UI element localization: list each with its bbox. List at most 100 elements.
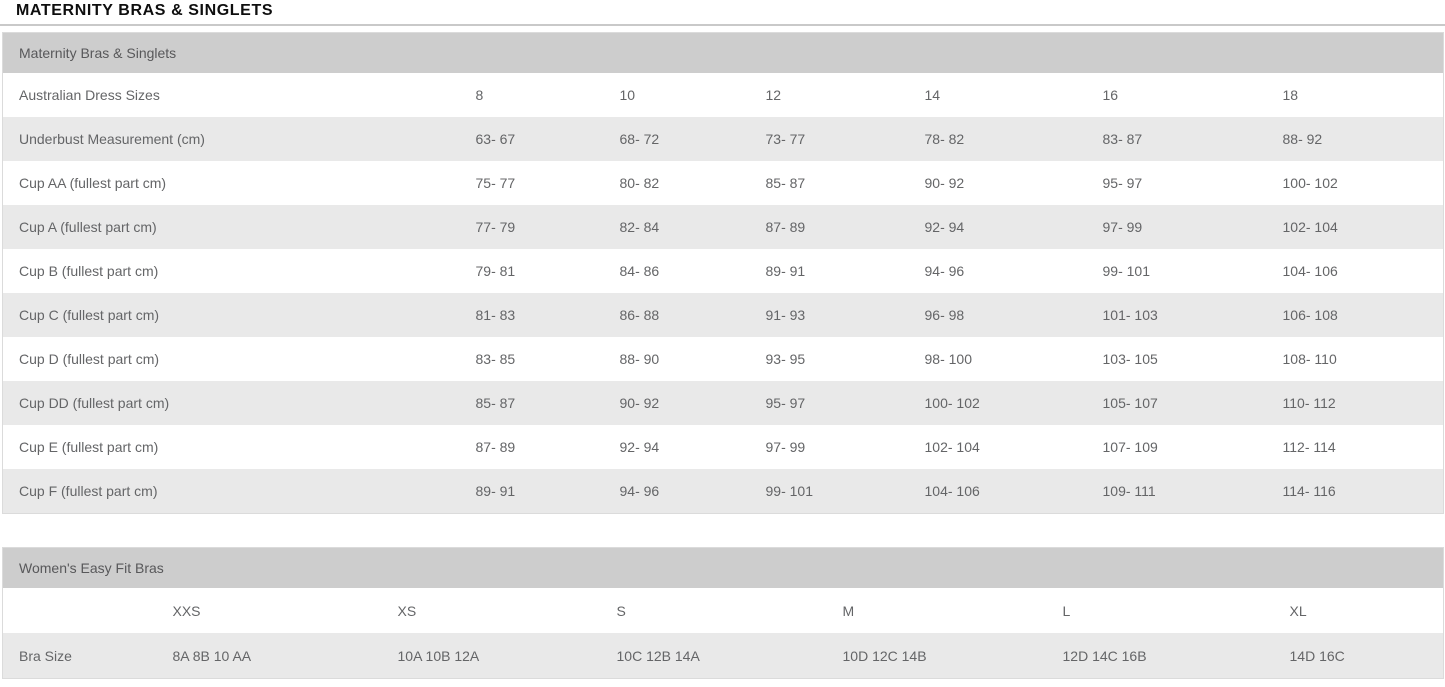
cell-value: 77- 79 xyxy=(459,205,604,249)
cell-value: XL xyxy=(1273,588,1444,633)
cell-value: 99- 101 xyxy=(1086,249,1267,293)
page-title: MATERNITY BRAS & SINGLETS xyxy=(0,0,1445,26)
cell-value: 92- 94 xyxy=(908,205,1087,249)
cell-value: 87- 89 xyxy=(459,425,604,469)
row-label: Cup DD (fullest part cm) xyxy=(2,381,460,425)
cell-value: 86- 88 xyxy=(603,293,750,337)
cell-value: 93- 95 xyxy=(749,337,909,381)
cell-value: 12D 14C 16B xyxy=(1046,633,1274,679)
cell-value: 105- 107 xyxy=(1086,381,1267,425)
cell-value: 83- 85 xyxy=(459,337,604,381)
table-row: Cup D (fullest part cm) 83- 85 88- 90 93- 9… xyxy=(2,337,1444,381)
cell-value: 108- 110 xyxy=(1266,337,1444,381)
row-label: Cup B (fullest part cm) xyxy=(2,249,460,293)
row-label: Cup A (fullest part cm) xyxy=(2,205,460,249)
cell-value: 88- 90 xyxy=(603,337,750,381)
cell-value: 100- 102 xyxy=(908,381,1087,425)
row-label: Cup D (fullest part cm) xyxy=(2,337,460,381)
table-header: Women's Easy Fit Bras xyxy=(2,547,1444,588)
cell-value: 101- 103 xyxy=(1086,293,1267,337)
cell-value: 110- 112 xyxy=(1266,381,1444,425)
cell-value: 99- 101 xyxy=(749,469,909,514)
cell-value: XS xyxy=(381,588,601,633)
cell-value: 73- 77 xyxy=(749,117,909,161)
cell-value: 16 xyxy=(1086,73,1267,117)
cell-value: 106- 108 xyxy=(1266,293,1444,337)
row-label: Cup F (fullest part cm) xyxy=(2,469,460,514)
row-label: Bra Size xyxy=(2,633,157,679)
cell-value: 85- 87 xyxy=(749,161,909,205)
cell-value: 10D 12C 14B xyxy=(826,633,1047,679)
table-header-row: Women's Easy Fit Bras xyxy=(2,547,1444,588)
cell-value: 18 xyxy=(1266,73,1444,117)
cell-value: 12 xyxy=(749,73,909,117)
table-row: Cup C (fullest part cm) 81- 83 86- 88 91- 9… xyxy=(2,293,1444,337)
cell-value: 91- 93 xyxy=(749,293,909,337)
cell-value: 89- 91 xyxy=(749,249,909,293)
table-row: Cup E (fullest part cm) 87- 89 92- 94 97- 9… xyxy=(2,425,1444,469)
cell-value: 14D 16C xyxy=(1273,633,1444,679)
cell-value: 102- 104 xyxy=(1266,205,1444,249)
cell-value: 78- 82 xyxy=(908,117,1087,161)
cell-value: 75- 77 xyxy=(459,161,604,205)
cell-value: 84- 86 xyxy=(603,249,750,293)
cell-value: 98- 100 xyxy=(908,337,1087,381)
cell-value: 95- 97 xyxy=(1086,161,1267,205)
cell-value: 107- 109 xyxy=(1086,425,1267,469)
cell-value: 63- 67 xyxy=(459,117,604,161)
cell-value: XXS xyxy=(156,588,382,633)
cell-value: 102- 104 xyxy=(908,425,1087,469)
cell-value: 96- 98 xyxy=(908,293,1087,337)
row-label: Cup C (fullest part cm) xyxy=(2,293,460,337)
maternity-size-chart-table: Maternity Bras & Singlets Australian Dre… xyxy=(2,32,1445,514)
cell-value: 112- 114 xyxy=(1266,425,1444,469)
table-row: Australian Dress Sizes 8 10 12 14 16 18 xyxy=(2,73,1444,117)
easy-fit-bras-size-chart-table: Women's Easy Fit Bras XXS XS S M L XL Bra Size… xyxy=(2,547,1445,679)
row-label: Cup E (fullest part cm) xyxy=(2,425,460,469)
cell-value: 104- 106 xyxy=(1266,249,1444,293)
table-row: Cup AA (fullest part cm) 75- 77 80- 82 85- … xyxy=(2,161,1444,205)
cell-value: L xyxy=(1046,588,1274,633)
table-header-row: Maternity Bras & Singlets xyxy=(2,32,1444,73)
cell-value: 81- 83 xyxy=(459,293,604,337)
table-row: Cup DD (fullest part cm) 85- 87 90- 92 95- … xyxy=(2,381,1444,425)
cell-value: 82- 84 xyxy=(603,205,750,249)
table-row: Bra Size 8A 8B 10 AA 10A 10B 12A 10C 12B 14… xyxy=(2,633,1444,679)
cell-value: 14 xyxy=(908,73,1087,117)
cell-value: 83- 87 xyxy=(1086,117,1267,161)
table-row: Cup A (fullest part cm) 77- 79 82- 84 87- 8… xyxy=(2,205,1444,249)
cell-value: 68- 72 xyxy=(603,117,750,161)
cell-value: 80- 82 xyxy=(603,161,750,205)
cell-value: 85- 87 xyxy=(459,381,604,425)
row-label: Underbust Measurement (cm) xyxy=(2,117,460,161)
table-header: Maternity Bras & Singlets xyxy=(2,32,1444,73)
cell-value: 95- 97 xyxy=(749,381,909,425)
cell-value: 79- 81 xyxy=(459,249,604,293)
cell-value: 103- 105 xyxy=(1086,337,1267,381)
cell-value: 8A 8B 10 AA xyxy=(156,633,382,679)
cell-value: 97- 99 xyxy=(1086,205,1267,249)
cell-value: S xyxy=(600,588,827,633)
cell-value: 10C 12B 14A xyxy=(600,633,827,679)
cell-value: 114- 116 xyxy=(1266,469,1444,514)
cell-value: 87- 89 xyxy=(749,205,909,249)
cell-value: 10A 10B 12A xyxy=(381,633,601,679)
cell-value: 92- 94 xyxy=(603,425,750,469)
cell-value: 94- 96 xyxy=(908,249,1087,293)
table-row: Underbust Measurement (cm) 63- 67 68- 72 73… xyxy=(2,117,1444,161)
cell-value: 97- 99 xyxy=(749,425,909,469)
cell-value: 90- 92 xyxy=(603,381,750,425)
cell-value: 94- 96 xyxy=(603,469,750,514)
row-label: Australian Dress Sizes xyxy=(2,73,460,117)
row-label xyxy=(2,588,157,633)
cell-value: M xyxy=(826,588,1047,633)
cell-value: 88- 92 xyxy=(1266,117,1444,161)
cell-value: 89- 91 xyxy=(459,469,604,514)
row-label: Cup AA (fullest part cm) xyxy=(2,161,460,205)
cell-value: 109- 111 xyxy=(1086,469,1267,514)
cell-value: 10 xyxy=(603,73,750,117)
cell-value: 90- 92 xyxy=(908,161,1087,205)
table-row: XXS XS S M L XL xyxy=(2,588,1444,633)
cell-value: 104- 106 xyxy=(908,469,1087,514)
cell-value: 8 xyxy=(459,73,604,117)
